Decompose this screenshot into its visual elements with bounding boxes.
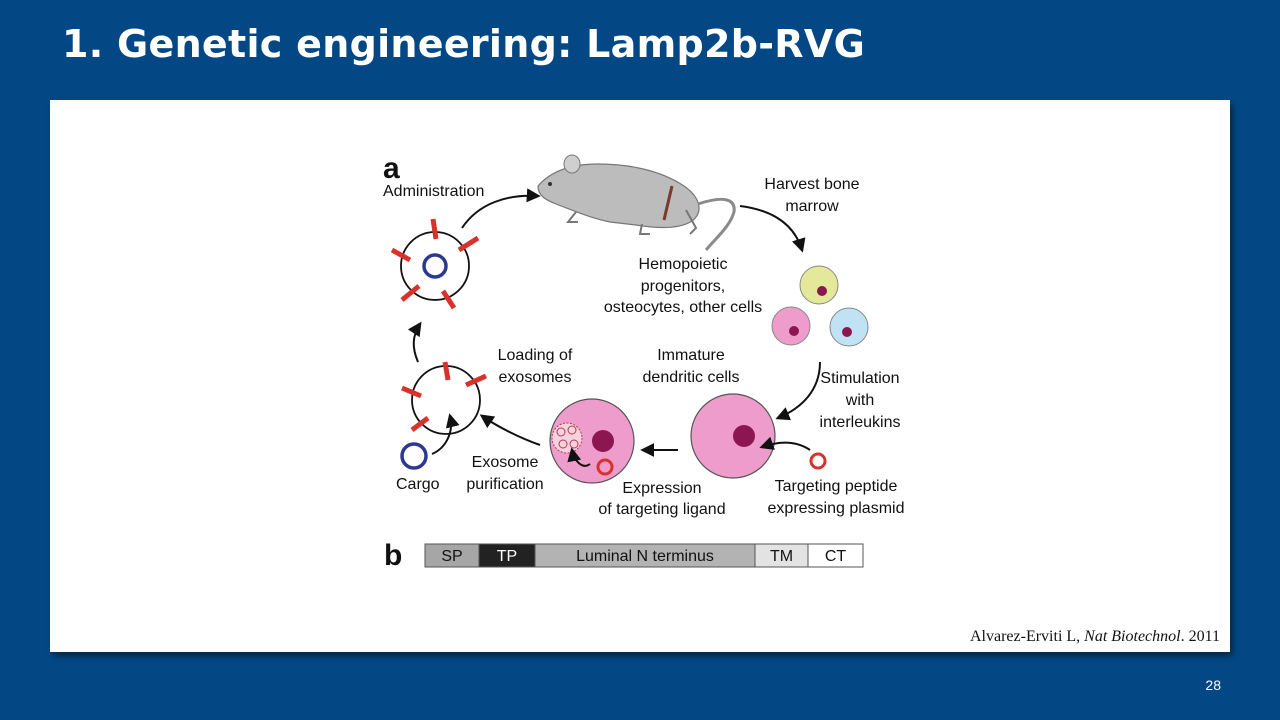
label-stimulation-line-1: Stimulation — [820, 370, 899, 387]
citation: Alvarez-Erviti L, Nat Biotechnol. 2011 — [970, 628, 1220, 646]
exosome-administration — [390, 218, 480, 310]
construct-label-ct: CT — [825, 548, 847, 565]
citation-journal: Nat Biotechnol — [1084, 628, 1181, 645]
label-exosome-line-1: Exosome — [472, 454, 539, 471]
panel-a-letter: a — [383, 152, 400, 185]
slide-title: 1. Genetic engineering: Lamp2b-RVG — [62, 22, 866, 66]
label-expression-line-2: of targeting ligand — [598, 501, 725, 518]
immature-dendritic-cell — [690, 393, 776, 479]
figure-diagram: a b — [383, 152, 904, 572]
label-cargo: Cargo — [396, 476, 440, 493]
plasmid-circle — [809, 452, 827, 470]
process-arrows — [407, 188, 821, 467]
label-loading-line-1: Loading of — [498, 347, 573, 364]
label-hemopoietic-line-3: osteocytes, other cells — [604, 299, 762, 316]
label-expression-line-1: Expression — [622, 480, 701, 497]
label-stimulation-line-2: with — [845, 392, 874, 409]
construct-label-tp: TP — [497, 548, 517, 565]
label-harvest-line-1: Harvest bone — [764, 176, 859, 193]
label-hemopoietic-line-2: progenitors, — [641, 278, 726, 295]
label-loading-line-2: exosomes — [499, 369, 572, 386]
mouse-illustration — [537, 154, 736, 251]
construct-segment-ct — [807, 543, 864, 568]
label-administration: Administration — [383, 183, 484, 200]
figure-panel: a b — [50, 100, 1230, 652]
label-immature-line-2: dendritic cells — [643, 369, 740, 386]
panel-b-letter: b — [384, 539, 402, 572]
cargo-circle — [400, 442, 428, 470]
lamp2b-construct-bar: SP TP Luminal N terminus TM CT — [424, 543, 864, 568]
label-exosome-line-2: purification — [466, 476, 543, 493]
label-immature-line-1: Immature — [657, 347, 725, 364]
exosome-loading — [401, 361, 488, 435]
bone-marrow-cells — [771, 265, 869, 347]
construct-label-luminal-n-terminus: Luminal N terminus — [576, 548, 714, 565]
construct-label-tm: TM — [770, 548, 793, 565]
label-targeting-line-1: Targeting peptide — [775, 478, 898, 495]
label-targeting-line-2: expressing plasmid — [768, 500, 905, 517]
exosome-producing-cell — [549, 398, 635, 484]
page-number: 28 — [1205, 677, 1221, 693]
label-harvest-line-2: marrow — [785, 198, 839, 215]
label-hemopoietic-line-1: Hemopoietic — [639, 256, 728, 273]
citation-year: . 2011 — [1180, 628, 1220, 645]
label-stimulation-line-3: interleukins — [820, 414, 901, 431]
construct-label-sp: SP — [441, 548, 462, 565]
figure-labels: Administration Harvest bone marrow Hemop… — [383, 176, 904, 518]
citation-authors: Alvarez-Erviti L, — [969, 628, 1085, 645]
